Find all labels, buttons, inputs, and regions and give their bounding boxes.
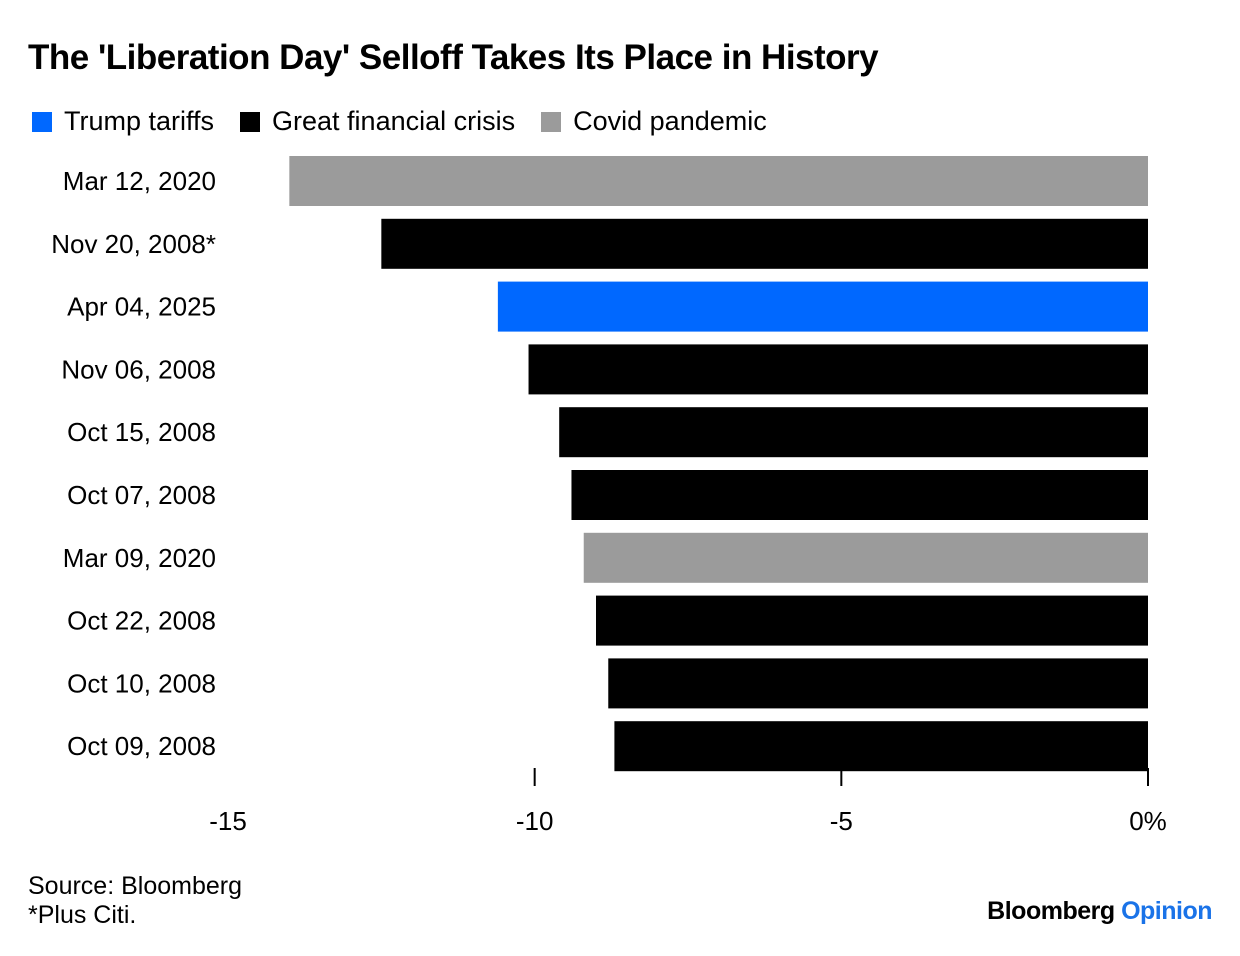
- legend-label-trump-tariffs: Trump tariffs: [64, 106, 215, 136]
- bar-mar-12-2020: [289, 156, 1148, 206]
- legend-label-covid-pandemic: Covid pandemic: [573, 106, 767, 136]
- legend-swatch-great-financial-crisis: [240, 111, 261, 132]
- bar-oct-09-2008: [614, 721, 1148, 772]
- legend-swatch-trump-tariffs: [32, 111, 52, 132]
- legend-item-great-financial-crisis: Great financial crisis: [240, 106, 515, 137]
- bar-nov-06-2008: [528, 344, 1148, 395]
- legend-swatch-covid-pandemic: [541, 111, 562, 132]
- x-tick-label-5: -5: [830, 806, 853, 836]
- category-label-oct-22-2008: Oct 22, 2008: [67, 606, 216, 636]
- bar-oct-10-2008: [608, 658, 1148, 709]
- x-tick-label-10: -10: [516, 806, 554, 836]
- brand-logo: Bloomberg Opinion: [987, 897, 1212, 926]
- bar-nov-20-2008: [381, 218, 1148, 269]
- bar-oct-15-2008: [559, 407, 1148, 458]
- category-label-oct-10-2008: Oct 10, 2008: [67, 668, 216, 698]
- bar-oct-07-2008: [571, 470, 1148, 520]
- x-tick-label-15: -15: [209, 806, 247, 836]
- bar-oct-22-2008: [596, 595, 1148, 646]
- footer: Source: Bloomberg *Plus Citi.: [28, 872, 242, 930]
- brand-accent: Opinion: [1121, 897, 1212, 925]
- source-note: Source: Bloomberg: [28, 872, 243, 900]
- legend-item-trump-tariffs: Trump tariffs: [32, 106, 214, 137]
- bar-apr-04-2025: [497, 281, 1148, 332]
- brand-name: Bloomberg: [987, 897, 1115, 925]
- category-label-oct-15-2008: Oct 15, 2008: [67, 417, 216, 447]
- bar-mar-09-2020: [583, 532, 1148, 583]
- chart-title: The 'Liberation Day' Selloff Takes Its P…: [28, 38, 879, 77]
- category-label-nov-06-2008: Nov 06, 2008: [61, 354, 216, 384]
- legend-item-covid-pandemic: Covid pandemic: [541, 106, 767, 137]
- legend-label-great-financial-crisis: Great financial crisis: [272, 106, 516, 136]
- category-label-oct-07-2008: Oct 07, 2008: [67, 480, 216, 510]
- legend: Trump tariffs Great financial crisis Cov…: [32, 106, 793, 137]
- category-label-nov-20-2008: Nov 20, 2008*: [51, 229, 216, 259]
- category-label-oct-09-2008: Oct 09, 2008: [67, 731, 216, 761]
- footnote: *Plus Citi.: [28, 901, 137, 929]
- category-label-apr-04-2025: Apr 04, 2025: [67, 292, 216, 322]
- category-label-mar-09-2020: Mar 09, 2020: [63, 543, 216, 573]
- category-label-mar-12-2020: Mar 12, 2020: [63, 166, 216, 196]
- x-tick-label-0: 0%: [1129, 806, 1167, 836]
- bar-chart: Mar 12, 2020 Nov 20, 2008* Apr 04, 2025 Nov…: [51, 156, 1167, 836]
